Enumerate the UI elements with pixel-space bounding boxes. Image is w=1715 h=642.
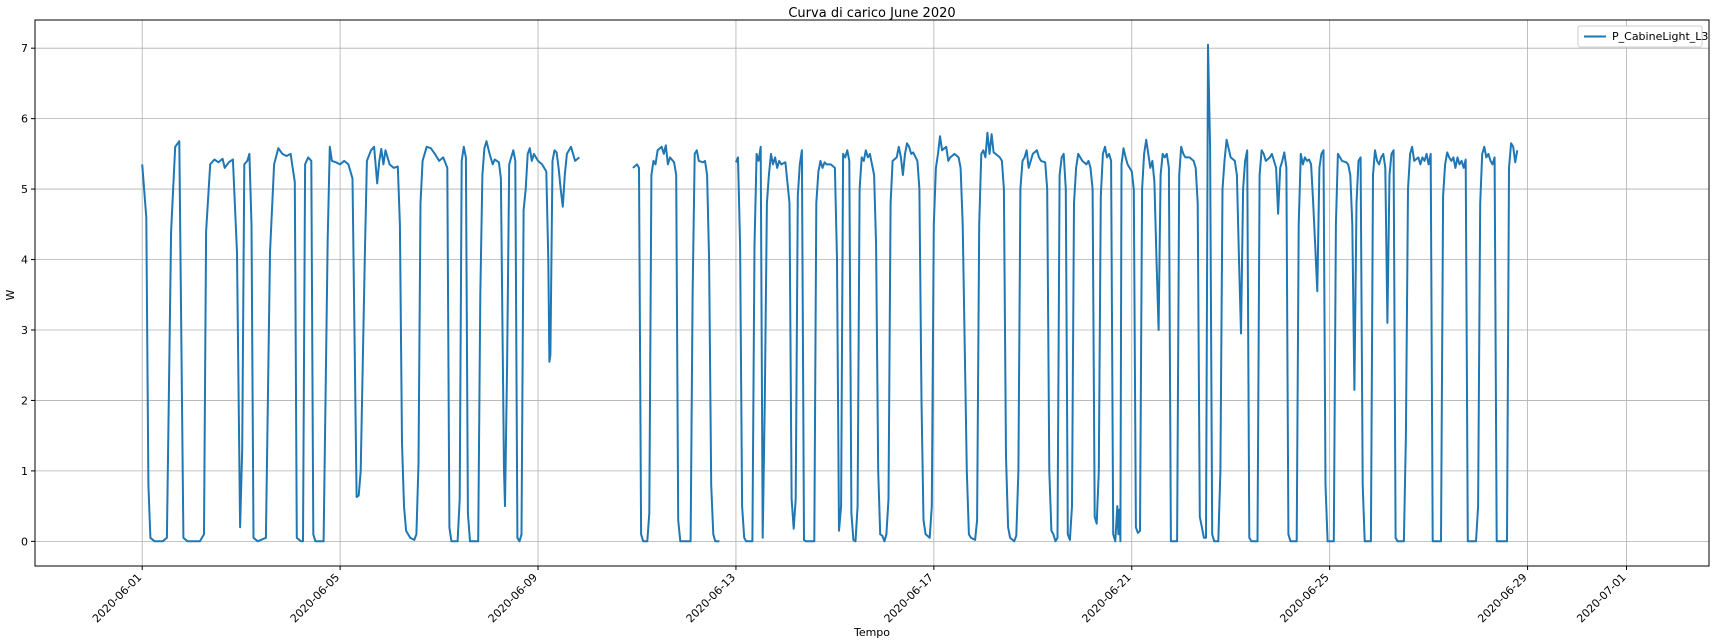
series-line-segment-3 [734,43,1519,543]
y-tick-label: 5 [21,183,28,196]
plot-frame [34,19,1710,567]
y-tick-label: 6 [21,113,28,126]
y-tick-label: 1 [21,465,28,478]
x-axis-ticks: 2020-06-01 2020-06-05 2020-06-09 2020-06-13… [90,566,1629,625]
y-tick-label: 7 [21,42,28,55]
y-tick-label: 3 [21,324,28,337]
x-tick-label: 2020-06-09 [486,571,540,625]
legend-box [1577,25,1703,48]
legend-label: P_CabineLight_L3 [1612,30,1708,43]
x-axis-label: Tempo [853,626,890,639]
y-axis-ticks: 0 1 2 3 4 5 6 7 [21,42,35,548]
chart-title: Curva di carico June 2020 [788,6,955,21]
grid-lines [35,20,1709,566]
y-axis-label: W [4,289,17,300]
x-tick-label: 2020-06-25 [1277,571,1331,625]
y-tick-label: 0 [21,535,28,548]
y-tick-label: 2 [21,394,28,407]
x-tick-label: 2020-06-21 [1079,571,1133,625]
y-tick-label: 4 [21,254,28,267]
x-tick-label: 2020-06-29 [1475,571,1529,625]
series-line-layer [141,43,1519,543]
x-tick-label: 2020-06-05 [288,571,342,625]
series-line-segment-1 [141,140,580,543]
x-tick-label: 2020-06-01 [90,571,144,625]
x-tick-label: 2020-06-17 [882,571,936,625]
series-line-segment-2 [632,144,720,543]
x-tick-label: 2020-07-01 [1574,571,1628,625]
x-tick-label: 2020-06-13 [684,571,738,625]
legend: P_CabineLight_L3 [1577,25,1708,48]
